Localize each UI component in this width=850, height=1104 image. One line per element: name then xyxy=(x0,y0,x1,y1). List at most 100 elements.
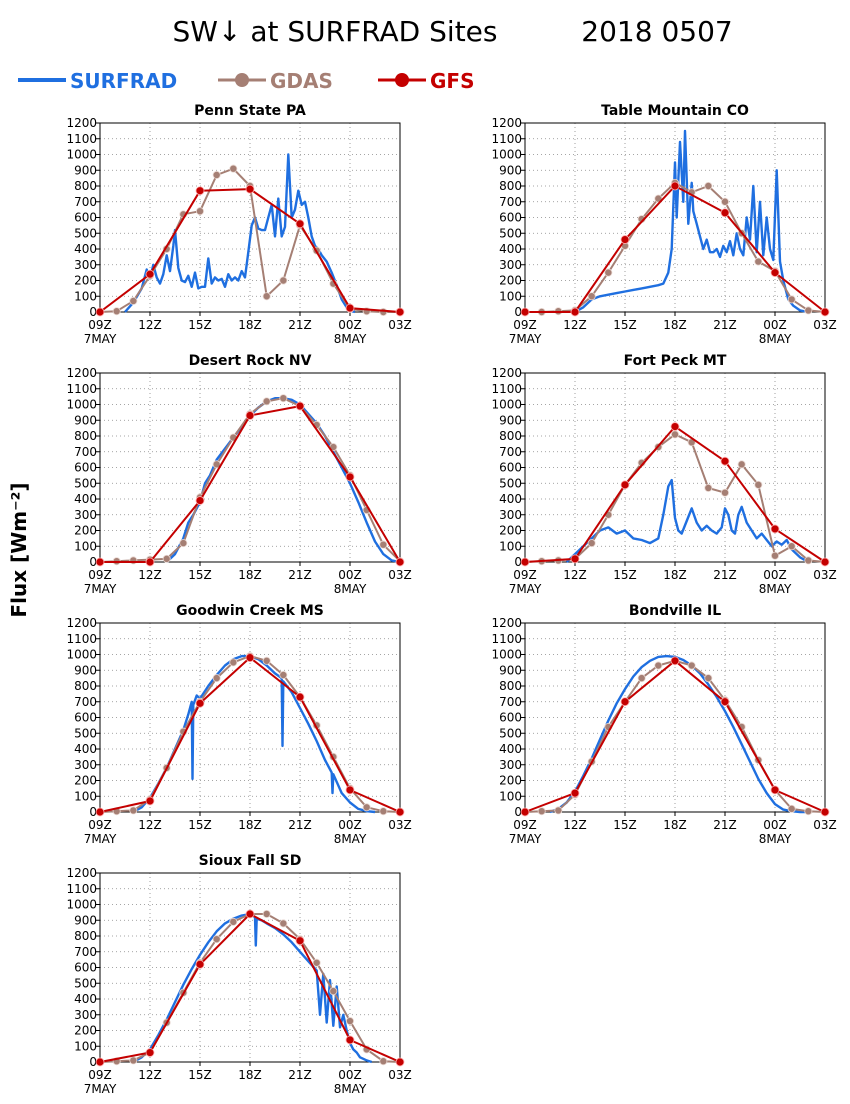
y-tick-label: 1000 xyxy=(66,898,97,912)
data-point-gfs xyxy=(770,268,780,278)
y-tick-label: 200 xyxy=(74,274,97,288)
data-point-gdas xyxy=(554,806,563,815)
data-point-gdas xyxy=(312,958,321,967)
y-tick-label: 1100 xyxy=(66,632,97,646)
y-tick-label: 0 xyxy=(514,305,522,319)
data-point-gdas xyxy=(804,306,813,315)
data-point-gdas xyxy=(279,670,288,679)
series-line-gfs xyxy=(99,656,401,813)
data-point-gdas xyxy=(212,935,221,944)
data-point-gfs xyxy=(670,181,680,191)
data-point-gfs xyxy=(145,269,155,279)
y-tick-label: 900 xyxy=(74,163,97,177)
y-tick-label: 500 xyxy=(74,226,97,240)
panel-goodwin-creek-ms: Goodwin Creek MS010020030040050060070080… xyxy=(66,603,411,846)
y-tick-label: 700 xyxy=(74,945,97,959)
y-tick-label: 0 xyxy=(514,805,522,819)
y-tick-label: 500 xyxy=(499,226,522,240)
panel-title: Sioux Fall SD xyxy=(199,853,302,869)
x-tick-sublabel: 7MAY xyxy=(509,332,542,346)
y-tick-label: 200 xyxy=(74,774,97,788)
data-point-gdas xyxy=(721,197,730,206)
panel-penn-state-pa: Penn State PA010020030040050060070080090… xyxy=(66,103,411,346)
x-tick-label: 21Z xyxy=(288,568,312,582)
x-tick-label: 12Z xyxy=(563,568,587,582)
figure-title-right: 2018 0507 xyxy=(581,15,732,48)
y-tick-label: 600 xyxy=(74,711,97,725)
data-point-gdas xyxy=(704,483,713,492)
panel-title: Penn State PA xyxy=(194,103,306,119)
y-tick-label: 1200 xyxy=(66,366,97,380)
data-point-gfs xyxy=(620,480,630,490)
x-tick-label: 21Z xyxy=(288,818,312,832)
data-point-gfs xyxy=(670,422,680,431)
data-point-gdas xyxy=(229,658,238,667)
x-tick-label: 09Z xyxy=(88,568,112,582)
y-tick-label: 1200 xyxy=(66,116,97,130)
y-tick-label: 300 xyxy=(74,758,97,772)
y-tick-label: 0 xyxy=(514,555,522,569)
y-tick-label: 600 xyxy=(499,711,522,725)
y-tick-label: 100 xyxy=(74,539,97,553)
x-tick-label: 15Z xyxy=(613,318,637,332)
x-tick-sublabel: 8MAY xyxy=(334,332,367,346)
data-point-gdas xyxy=(179,539,188,548)
data-point-gfs xyxy=(720,208,730,218)
y-tick-label: 200 xyxy=(74,1024,97,1038)
data-point-gdas xyxy=(587,539,596,548)
data-point-gdas xyxy=(587,292,596,301)
data-point-gfs xyxy=(345,1035,355,1045)
data-point-gdas xyxy=(671,430,680,439)
panels: Penn State PA010020030040050060070080090… xyxy=(66,103,836,1096)
data-point-gdas xyxy=(704,674,713,683)
data-point-gdas xyxy=(129,806,138,815)
x-tick-label: 09Z xyxy=(88,1068,112,1082)
y-tick-label: 400 xyxy=(499,742,522,756)
x-tick-label: 18Z xyxy=(238,818,262,832)
legend-gfs-label: GFS xyxy=(430,69,474,93)
x-tick-label: 12Z xyxy=(138,818,162,832)
x-tick-label: 15Z xyxy=(188,1068,212,1082)
data-point-gfs xyxy=(245,909,255,919)
data-point-gfs xyxy=(395,807,405,817)
legend-gdas-marker xyxy=(235,73,249,87)
x-tick-label: 12Z xyxy=(138,318,162,332)
x-tick-sublabel: 8MAY xyxy=(334,1082,367,1096)
figure-title-left: SW↓ at SURFRAD Sites xyxy=(173,15,498,48)
data-point-gfs xyxy=(620,235,630,244)
data-point-gdas xyxy=(229,164,238,173)
data-point-gdas xyxy=(804,807,813,816)
x-tick-label: 18Z xyxy=(238,568,262,582)
data-point-gdas xyxy=(262,909,271,918)
y-tick-label: 500 xyxy=(499,476,522,490)
y-tick-label: 400 xyxy=(74,492,97,506)
data-point-gdas xyxy=(379,540,388,549)
y-tick-label: 200 xyxy=(499,774,522,788)
data-point-gdas xyxy=(329,987,338,996)
legend: SURFRAD GDAS GFS xyxy=(18,69,474,93)
x-tick-label: 03Z xyxy=(388,568,412,582)
y-tick-label: 300 xyxy=(74,508,97,522)
y-tick-label: 1000 xyxy=(491,148,522,162)
data-point-gfs xyxy=(520,307,530,317)
data-point-gfs xyxy=(345,785,355,795)
panel-bondville-il: Bondville IL0100200300400500600700800900… xyxy=(491,603,836,846)
x-tick-label: 03Z xyxy=(813,818,837,832)
x-tick-label: 15Z xyxy=(613,568,637,582)
data-point-gfs xyxy=(395,557,405,567)
data-point-gfs xyxy=(345,472,355,482)
y-tick-label: 1000 xyxy=(491,398,522,412)
data-point-gdas xyxy=(195,207,204,216)
data-point-gfs xyxy=(670,656,680,666)
y-tick-label: 700 xyxy=(74,195,97,209)
y-tick-label: 800 xyxy=(74,929,97,943)
data-point-gfs xyxy=(295,401,305,411)
x-tick-sublabel: 7MAY xyxy=(84,582,117,596)
y-tick-label: 100 xyxy=(499,789,522,803)
y-tick-label: 600 xyxy=(74,461,97,475)
y-tick-label: 100 xyxy=(499,289,522,303)
y-tick-label: 0 xyxy=(89,805,97,819)
data-point-gfs xyxy=(295,692,305,702)
legend-gdas-label: GDAS xyxy=(270,69,333,93)
